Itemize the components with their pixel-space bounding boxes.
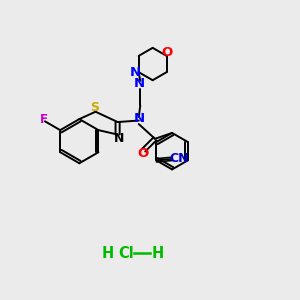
Text: S: S — [90, 101, 99, 114]
Text: O: O — [138, 147, 149, 160]
Text: F: F — [39, 113, 47, 126]
Text: N: N — [130, 66, 141, 79]
Text: N: N — [134, 77, 145, 90]
Text: H: H — [101, 246, 113, 261]
Text: O: O — [162, 46, 173, 59]
Text: CN: CN — [169, 152, 189, 165]
Text: H: H — [151, 246, 164, 261]
Text: N: N — [114, 132, 124, 145]
Text: N: N — [134, 112, 145, 125]
Text: Cl: Cl — [118, 246, 134, 261]
